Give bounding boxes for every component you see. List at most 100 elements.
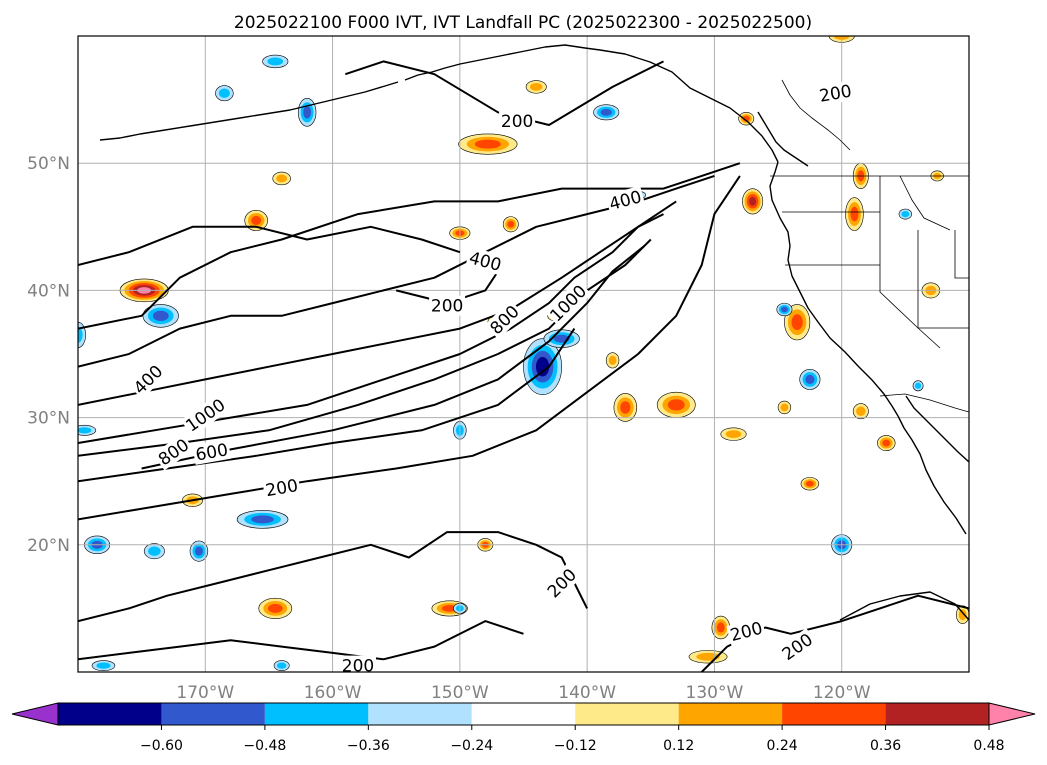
pc-ring [152, 310, 169, 321]
colorbar-segment [471, 703, 576, 725]
pc-ring [148, 546, 161, 556]
political-borders [770, 79, 969, 413]
pc-cell [605, 352, 620, 369]
pc-cell [898, 208, 913, 220]
contour-label-bg [128, 359, 168, 400]
contour-label: 200 [726, 616, 767, 646]
pc-cell [91, 660, 116, 672]
contour-label-bg [180, 393, 230, 437]
pc-ring [474, 139, 501, 149]
contour-label: 200 [499, 111, 536, 132]
pc-ring [303, 106, 312, 119]
map-axis-labels: 170°W 160°W 150°W 140°W 130°W 120°W 20°N 30°N 40… [27, 154, 871, 703]
pc-ring [901, 210, 910, 218]
pc-ring [529, 82, 543, 91]
pc-ring [218, 88, 230, 98]
contour-label: 200 [429, 295, 466, 317]
pc-cell [244, 209, 268, 231]
ivt-contour-600 [78, 328, 576, 483]
pc-ring [781, 306, 788, 313]
pc-ring [620, 401, 631, 414]
contour-label-bg [340, 655, 376, 672]
contour-label-text: 200 [342, 657, 374, 677]
pc-ring [251, 215, 262, 225]
ivt-contour-200 [344, 60, 664, 126]
pc-ring [78, 327, 83, 343]
ivt-contour-800 [78, 213, 664, 444]
contour-label: 200 [340, 655, 376, 677]
colorbar-segment [264, 703, 369, 725]
pc-cell [656, 391, 696, 418]
lon-tick-label: 130°W [686, 683, 744, 703]
coastline-baja-gulf [905, 395, 969, 463]
colorbar-segment [575, 703, 679, 725]
pc-cell [738, 112, 755, 126]
colorbar-frame [57, 702, 990, 726]
colorbar-tick-label: −0.60 [140, 738, 183, 754]
map-frame [77, 35, 970, 673]
border-california-nevada [879, 265, 941, 349]
ivt-contour-600 [78, 200, 677, 406]
pc-cell [189, 540, 209, 562]
lat-tick-label: 50°N [27, 154, 70, 174]
coastline-baja [897, 415, 967, 535]
pc-ring [882, 439, 891, 447]
colorbar-extend-max [988, 702, 1036, 726]
coastline-mexico-south [839, 591, 969, 621]
pc-cell [711, 615, 731, 640]
pc-cell [877, 435, 896, 451]
pc-cell [215, 85, 234, 102]
pc-cell [720, 427, 747, 441]
pc-ring [856, 406, 866, 416]
colorbar-segment [678, 703, 783, 725]
pc-ring [749, 196, 757, 206]
contour-label-text: 200 [501, 112, 533, 132]
colorbar-segment [58, 703, 162, 725]
coastline-west-coast [769, 161, 899, 417]
colorbar-tick-label: 0.12 [663, 738, 694, 754]
pc-cell [78, 424, 97, 436]
pc-ring [958, 609, 967, 621]
pc-cell [776, 302, 793, 317]
border-idaho-montana [899, 175, 951, 231]
pc-ring [914, 382, 922, 389]
coastline-bc-islands [757, 111, 809, 167]
colorbar-tick-label: −0.36 [347, 738, 390, 754]
pc-ring [276, 174, 288, 183]
colorbar-tick-label: 0.24 [767, 738, 798, 754]
pc-cell [543, 329, 580, 348]
colorbar-segment [368, 703, 472, 725]
pc-ring [267, 603, 283, 613]
pc-ring [805, 374, 815, 384]
border-alaska-canada [781, 79, 851, 151]
pc-ring [667, 399, 685, 411]
pc-ring [276, 662, 287, 669]
pc-cell [458, 133, 518, 155]
colorbar-segment [782, 703, 886, 725]
contour-label-bg [605, 185, 646, 215]
pc-ring [716, 622, 725, 633]
contour-label-text: 200 [431, 297, 463, 317]
contour-label-bg [815, 80, 855, 107]
pc-cell [143, 543, 165, 560]
contour-label: 200 [815, 80, 855, 107]
pc-cell [142, 304, 179, 328]
border-nevada-utah [917, 230, 969, 329]
pc-ring [535, 356, 550, 377]
pc-ring [791, 314, 803, 331]
pc-cell [273, 660, 290, 672]
pc-cell [742, 188, 764, 215]
contour-label-bg [544, 279, 592, 327]
pc-ring [780, 403, 789, 412]
pc-ring [267, 57, 284, 66]
lon-tick-label: 160°W [304, 683, 362, 703]
pc-cell [955, 605, 969, 624]
colorbar-tick-label: −0.24 [450, 738, 493, 754]
pc-ring [725, 430, 742, 439]
pc-ring [96, 662, 111, 669]
map-background [78, 36, 969, 672]
pc-cell [262, 54, 289, 69]
ivt-contour-200 [78, 225, 461, 266]
pc-cell [912, 380, 924, 392]
